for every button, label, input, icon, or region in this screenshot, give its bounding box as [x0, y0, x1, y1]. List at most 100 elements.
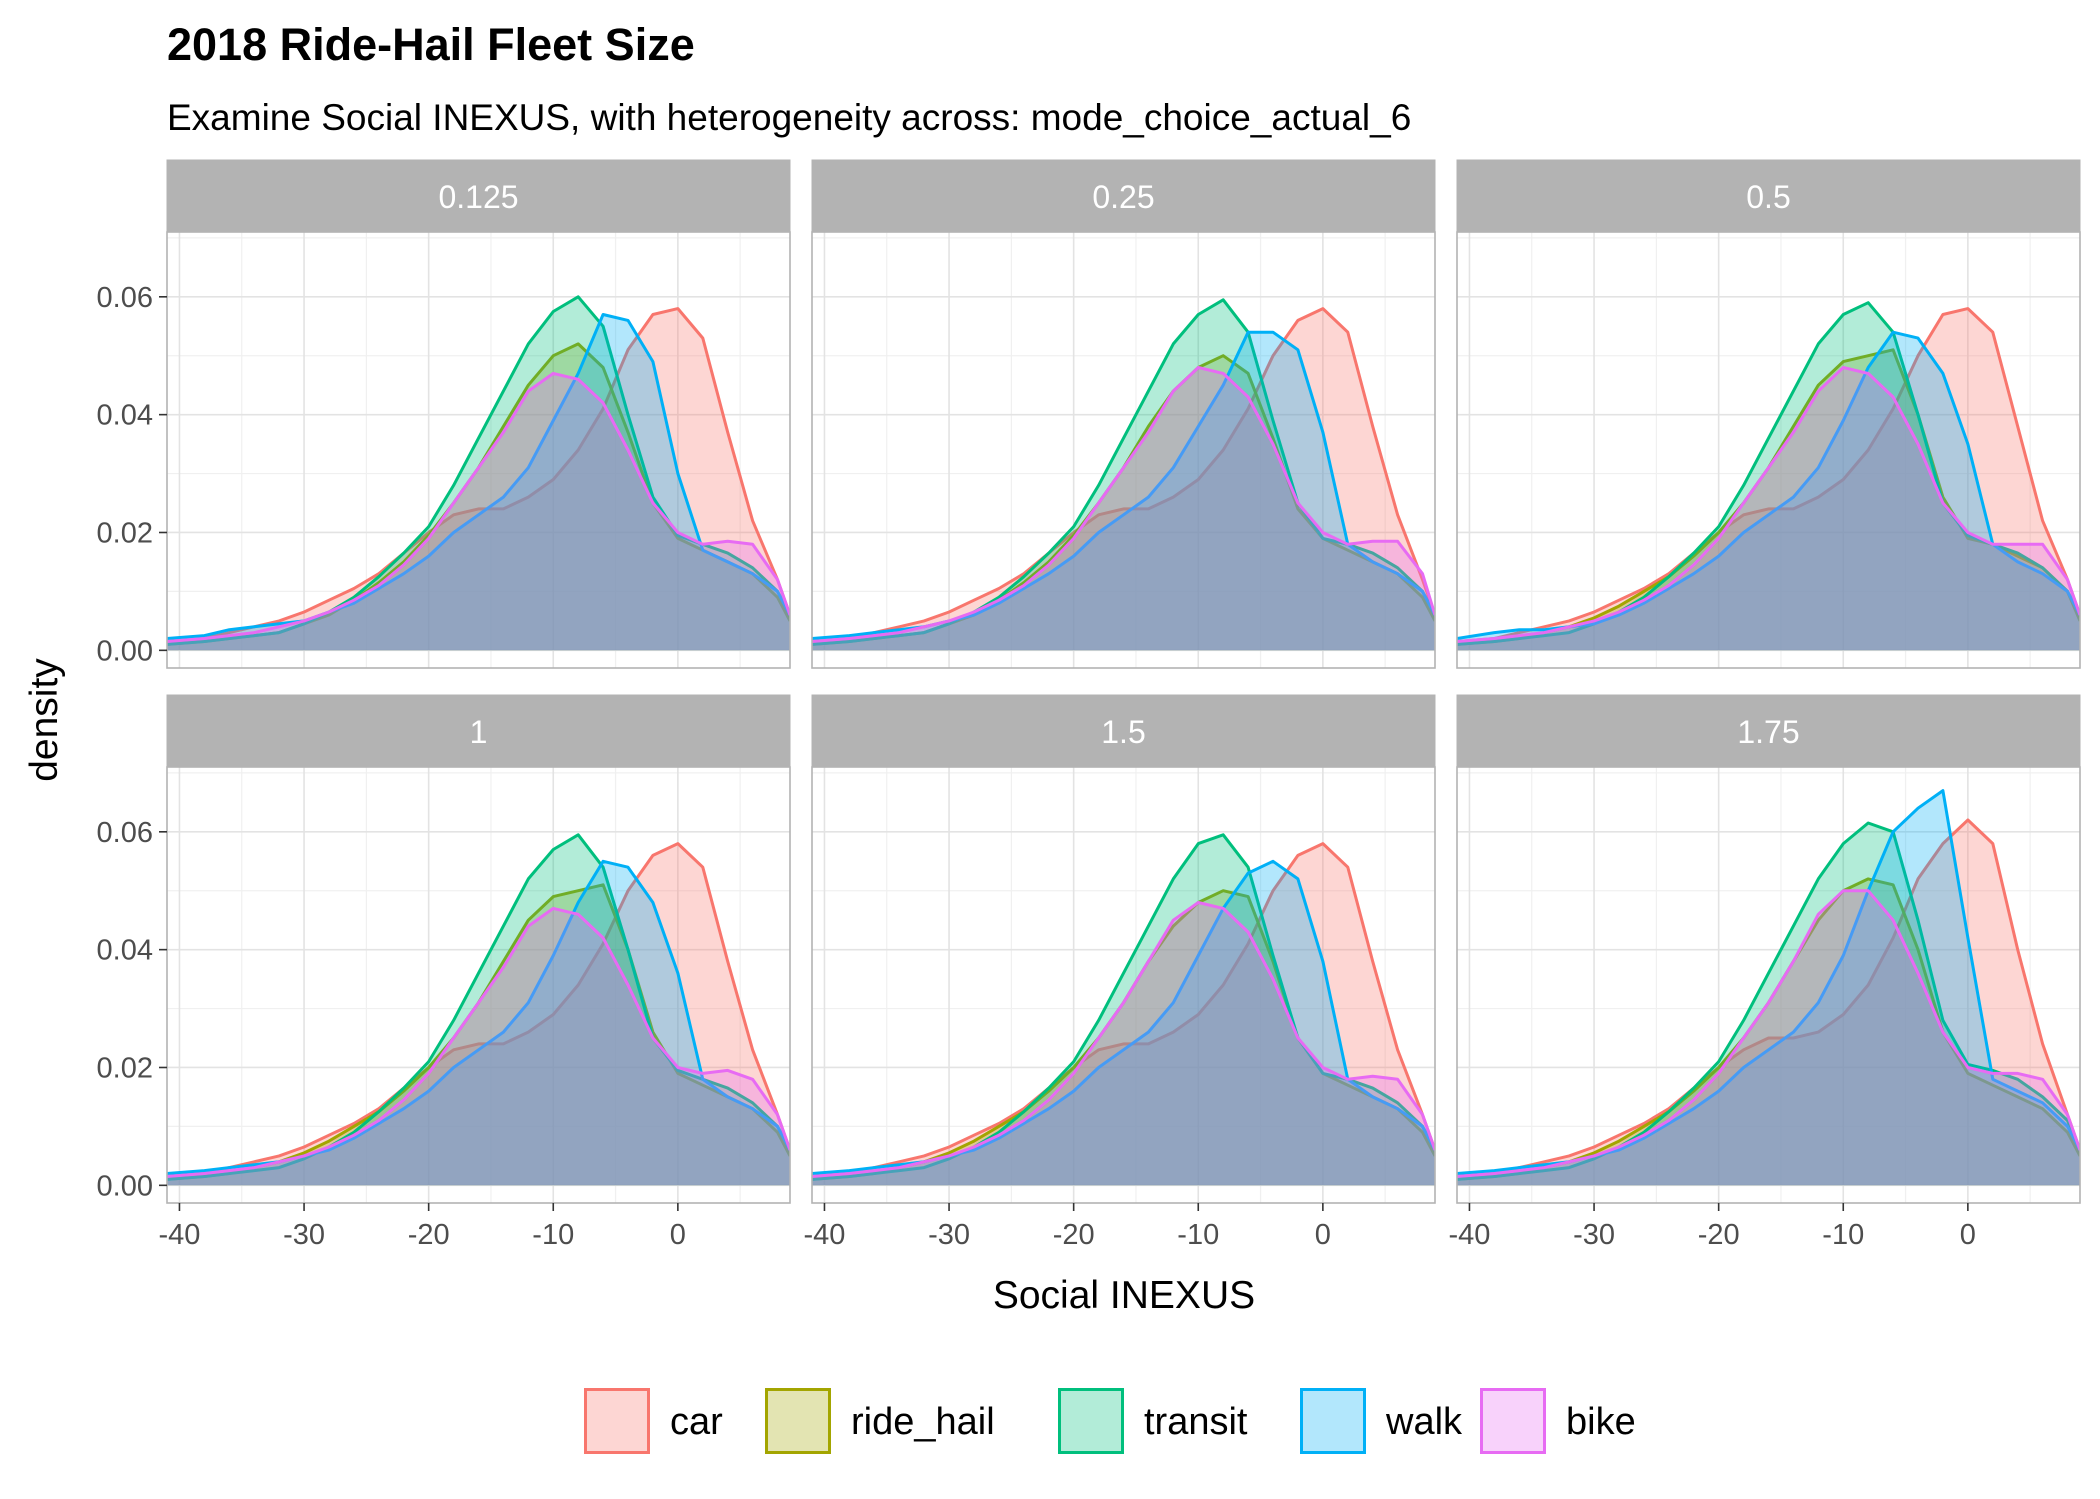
- y-axis-title: density: [23, 658, 66, 782]
- panel-border: [1456, 766, 2081, 1204]
- density-area-transit: [167, 296, 790, 651]
- density-layer: [1457, 789, 2080, 1186]
- legend-label: bike: [1566, 1401, 1636, 1443]
- density-line-car: [1457, 818, 2080, 1178]
- legend-item-transit: transit: [1058, 1388, 1248, 1454]
- density-line-bike: [1457, 366, 2080, 643]
- density-area-walk: [812, 332, 1435, 651]
- facet-panel: 1.75 -40 -30 -20 -10 0: [1448, 694, 2081, 1251]
- plot-background: [812, 767, 1435, 1203]
- density-area-bike: [812, 367, 1435, 651]
- density-area-ride_hail: [812, 355, 1435, 651]
- facet-strip: [166, 159, 791, 233]
- density-layer: [1457, 301, 2080, 651]
- chart-subtitle: Examine Social INEXUS, with heterogeneit…: [167, 97, 1411, 138]
- density-area-ride_hail: [167, 884, 790, 1186]
- legend-key-background: [765, 1388, 831, 1454]
- density-area-bike: [1457, 890, 2080, 1186]
- y-tick-label: 0.00: [97, 635, 153, 667]
- panel-border: [166, 766, 791, 1204]
- legend-key-background: [1480, 1388, 1546, 1454]
- legend-label: transit: [1144, 1401, 1248, 1443]
- chart-title: 2018 Ride-Hail Fleet Size: [167, 19, 695, 70]
- y-tick-label: 0.02: [97, 1052, 153, 1084]
- density-area-walk: [1457, 790, 2080, 1186]
- legend-label: car: [670, 1401, 723, 1443]
- density-line-car: [1457, 307, 2080, 643]
- density-line-walk: [167, 313, 790, 640]
- density-area-transit: [812, 299, 1435, 651]
- plot-background: [167, 767, 790, 1203]
- y-tick-label: 0.00: [97, 1170, 153, 1202]
- density-line-car: [167, 307, 790, 643]
- facet-panel: 0.25: [811, 159, 1436, 669]
- x-tick-label: -10: [1822, 1219, 1864, 1251]
- facet-strip: [811, 159, 1436, 233]
- legend-key-swatch: [765, 1388, 831, 1454]
- legend-item-walk: walk: [1300, 1388, 1463, 1454]
- plot-background: [812, 232, 1435, 668]
- density-area-ride_hail: [167, 343, 790, 651]
- x-tick-label: 0: [1315, 1219, 1331, 1251]
- x-tick-label: -20: [408, 1219, 450, 1251]
- density-area-transit: [812, 834, 1435, 1186]
- density-area-bike: [167, 908, 790, 1186]
- facet-strip-label: 1.5: [1101, 714, 1145, 750]
- x-tick-label: -40: [158, 1219, 200, 1251]
- density-area-car: [167, 843, 790, 1186]
- facet-panel: 1.5 -40 -30 -20 -10 0: [803, 694, 1436, 1251]
- x-tick-label: -20: [1053, 1219, 1095, 1251]
- density-line-transit: [1457, 821, 2080, 1181]
- panel-border: [811, 231, 1436, 669]
- legend-label: ride_hail: [851, 1401, 995, 1443]
- x-tick-label: -10: [1177, 1219, 1219, 1251]
- density-area-bike: [812, 902, 1435, 1186]
- density-line-bike: [167, 371, 790, 643]
- density-area-walk: [167, 314, 790, 651]
- x-tick-label: -40: [1448, 1219, 1490, 1251]
- x-tick-label: -30: [283, 1219, 325, 1251]
- x-tick-label: 0: [670, 1219, 686, 1251]
- density-area-car: [1457, 308, 2080, 651]
- facet-strip: [1456, 694, 2081, 768]
- density-line-car: [812, 307, 1435, 643]
- facet-strip-label: 1: [470, 714, 488, 750]
- x-tick-label: -10: [532, 1219, 574, 1251]
- panel-border: [1456, 231, 2081, 669]
- panel-border: [166, 231, 791, 669]
- x-tick-label: -20: [1698, 1219, 1740, 1251]
- legend-item-bike: bike: [1480, 1388, 1636, 1454]
- y-tick-label: 0.04: [97, 400, 153, 432]
- x-tick-label: -40: [803, 1219, 845, 1251]
- legend-key-background: [1058, 1388, 1124, 1454]
- facet-panel: 0.5: [1456, 159, 2081, 669]
- density-layer: [167, 833, 790, 1186]
- plot-background: [167, 232, 790, 668]
- x-tick-label: 0: [1960, 1219, 1976, 1251]
- density-layer: [812, 298, 1435, 651]
- density-area-transit: [167, 834, 790, 1186]
- legend-key-swatch: [1480, 1388, 1546, 1454]
- density-area-ride_hail: [812, 890, 1435, 1186]
- x-tick-label: -30: [928, 1219, 970, 1251]
- y-tick-label: 0.02: [97, 517, 153, 549]
- legend-item-ride_hail: ride_hail: [765, 1388, 995, 1454]
- density-line-car: [812, 842, 1435, 1178]
- facet-strip-label: 0.125: [438, 179, 518, 215]
- density-area-car: [812, 843, 1435, 1186]
- legend-key-background: [584, 1388, 650, 1454]
- density-area-walk: [1457, 332, 2080, 651]
- facet-panels: 0.125 0.00 0.02 0.04 0.06 0.25 0.5 1 0.00 0.02 0.0…: [97, 159, 2081, 1251]
- facet-panel: 1 0.00 0.02 0.04 0.06 -40 -30 -20 -10 0: [97, 694, 791, 1251]
- y-tick-label: 0.06: [97, 282, 153, 314]
- facet-strip-label: 1.75: [1737, 714, 1799, 750]
- density-layer: [167, 295, 790, 651]
- density-area-ride_hail: [1457, 878, 2080, 1186]
- legend-item-car: car: [584, 1388, 723, 1454]
- facet-strip-label: 0.5: [1746, 179, 1790, 215]
- facet-panel: 0.125 0.00 0.02 0.04 0.06: [97, 159, 791, 669]
- x-axis-title: Social INEXUS: [993, 1274, 1255, 1317]
- facet-strip: [811, 694, 1436, 768]
- density-area-car: [167, 308, 790, 651]
- facet-strip: [1456, 159, 2081, 233]
